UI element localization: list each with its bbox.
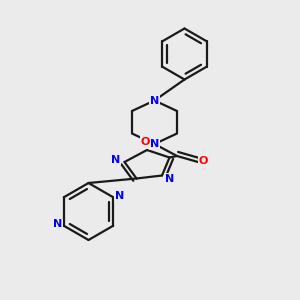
- Text: N: N: [53, 219, 62, 229]
- Text: N: N: [150, 139, 159, 149]
- Text: N: N: [112, 154, 121, 165]
- Text: N: N: [115, 191, 124, 201]
- Text: O: O: [141, 136, 150, 147]
- Text: N: N: [165, 173, 174, 184]
- Text: N: N: [150, 95, 159, 106]
- Text: O: O: [199, 155, 208, 166]
